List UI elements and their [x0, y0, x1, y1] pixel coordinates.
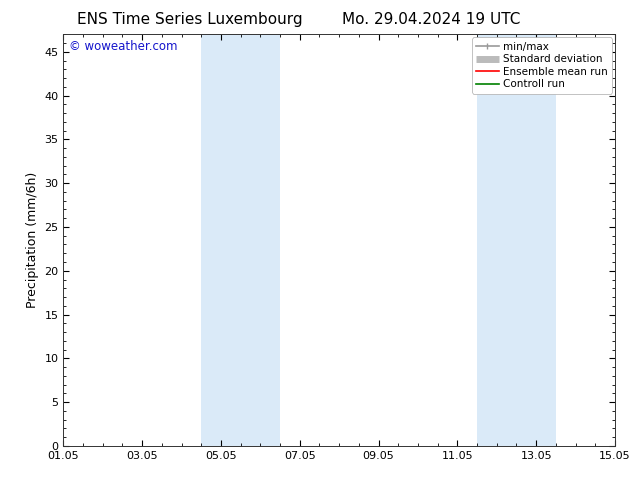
Text: ENS Time Series Luxembourg: ENS Time Series Luxembourg — [77, 12, 303, 27]
Bar — [202, 34, 280, 446]
Legend: min/max, Standard deviation, Ensemble mean run, Controll run: min/max, Standard deviation, Ensemble me… — [472, 37, 612, 94]
Text: © woweather.com: © woweather.com — [69, 41, 178, 53]
Y-axis label: Precipitation (mm/6h): Precipitation (mm/6h) — [26, 172, 39, 308]
Bar — [477, 34, 556, 446]
Text: Mo. 29.04.2024 19 UTC: Mo. 29.04.2024 19 UTC — [342, 12, 521, 27]
